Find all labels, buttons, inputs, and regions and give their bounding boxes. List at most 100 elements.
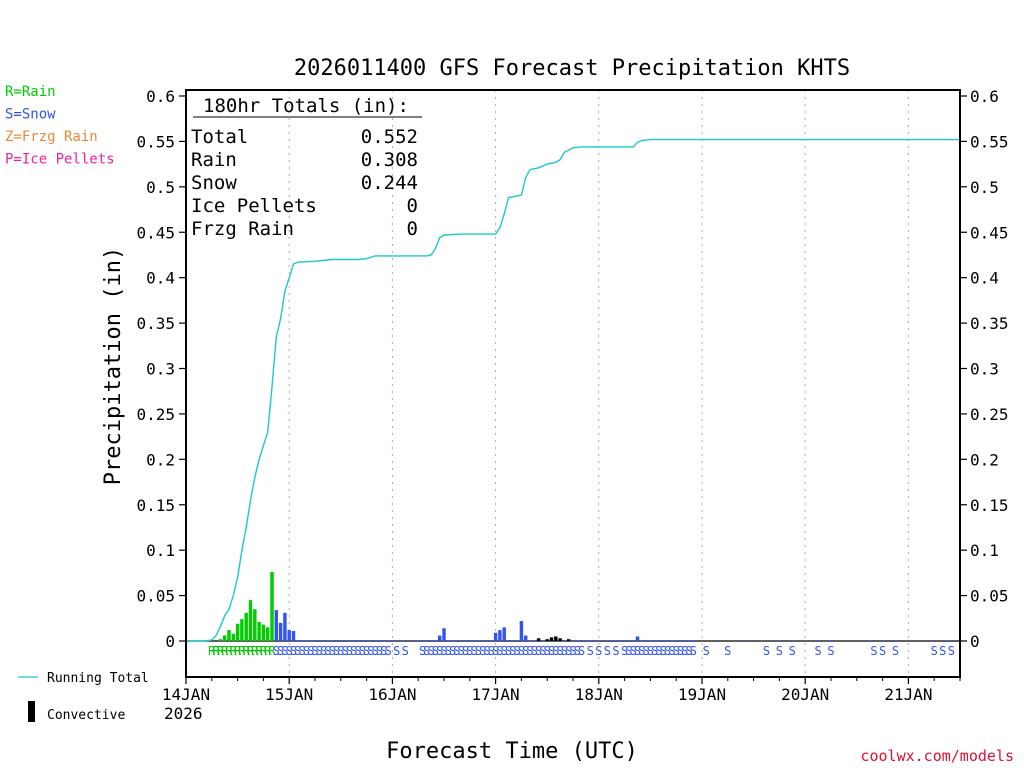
snow-type-marker: S — [681, 644, 688, 658]
precip-bar-rain — [244, 612, 248, 641]
precip-bar-rain — [253, 609, 257, 641]
totals-row-value: 0 — [407, 218, 418, 240]
snow-type-marker: S — [496, 644, 503, 658]
precip-bar-snow — [459, 640, 463, 641]
precip-bar-snow — [511, 640, 515, 641]
x-tick-label: 15JAN — [265, 685, 313, 704]
precip-bar-snow — [506, 640, 511, 641]
rain-type-marker: R — [230, 644, 238, 658]
snow-type-marker: S — [552, 644, 559, 658]
running-total-line — [186, 138, 960, 642]
snow-type-marker: S — [703, 644, 710, 658]
year-label: 2026 — [164, 704, 203, 723]
y-tick-label-right: 0.3 — [970, 360, 999, 379]
snow-type-marker: S — [948, 644, 955, 658]
precip-bar-rain — [248, 600, 253, 641]
precip-bar-snow — [618, 640, 623, 641]
precip-bar-snow — [678, 640, 683, 641]
x-tick-label: 18JAN — [575, 685, 623, 704]
credit-text: coolwx.com/models — [860, 747, 1014, 765]
y-tick-label-right: 0.05 — [970, 587, 1009, 606]
series-legend: Running Total Convective — [18, 671, 149, 723]
precip-bar-snow — [597, 640, 601, 641]
precip-bar-snow — [343, 640, 347, 641]
precip-bar-convective — [558, 638, 562, 641]
precip-bar-snow — [287, 630, 291, 641]
snow-type-marker: S — [763, 644, 770, 658]
snow-type-marker: S — [432, 644, 439, 658]
totals-row-value: 0 — [407, 195, 418, 217]
chart-title: 2026011400 GFS Forecast Precipitation KH… — [294, 56, 850, 81]
rain-type-marker: R — [217, 644, 225, 658]
y-tick-label-left: 0.15 — [136, 496, 175, 515]
snow-type-marker: S — [724, 644, 731, 658]
snow-type-marker: S — [423, 644, 430, 658]
y-tick-label-left: 0.55 — [136, 132, 175, 151]
precip-bar-snow — [932, 640, 936, 641]
snow-type-marker: S — [539, 644, 546, 658]
running-total-layer — [186, 138, 960, 642]
snow-type-marker: S — [879, 644, 886, 658]
snow-type-marker: S — [673, 644, 680, 658]
totals-row-label: Total — [191, 126, 248, 148]
precip-bar-snow — [429, 640, 433, 641]
precip-bar-convective — [554, 636, 558, 641]
precip-bar-rain — [270, 571, 274, 641]
x-tick-label: 16JAN — [368, 685, 416, 704]
precip-bar-snow — [562, 640, 567, 641]
snow-type-marker: S — [535, 644, 542, 658]
totals-row-label: Snow — [191, 172, 237, 194]
precip-bar-snow — [571, 640, 575, 641]
snow-type-marker: S — [531, 644, 538, 658]
snow-type-marker: S — [350, 644, 357, 658]
precip-bar-snow — [777, 640, 782, 641]
x-tick-label: 17JAN — [472, 685, 520, 704]
precip-bar-snow — [652, 640, 657, 641]
precip-bar-snow — [373, 640, 377, 641]
precip-bar-snow — [369, 640, 373, 641]
precip-bar-snow — [515, 640, 519, 641]
snow-type-marker: S — [303, 644, 310, 658]
snow-type-marker: S — [509, 644, 516, 658]
snow-type-marker: S — [690, 644, 697, 658]
y-tick-label-right: 0.55 — [970, 132, 1009, 151]
precip-bar-rain — [222, 635, 227, 641]
y-tick-label-left: 0.45 — [136, 223, 175, 242]
precip-bar-snow — [584, 640, 588, 641]
snow-type-marker: S — [578, 644, 585, 658]
totals-row-label: Rain — [191, 149, 237, 171]
snow-type-marker: S — [354, 644, 361, 658]
snow-type-marker: S — [419, 644, 426, 658]
snow-type-marker: S — [655, 644, 662, 658]
precip-bar-snow — [523, 635, 528, 641]
precip-bar-snow — [493, 632, 498, 641]
precip-bar-snow — [442, 628, 446, 641]
precip-bar-snow — [502, 627, 506, 641]
snow-type-marker: S — [685, 644, 692, 658]
snow-type-marker: S — [449, 644, 456, 658]
precip-bar-snow — [291, 631, 296, 641]
snow-type-marker: S — [776, 644, 783, 658]
rain-type-marker: R — [247, 644, 255, 658]
snow-type-marker: S — [341, 644, 348, 658]
snow-type-marker: S — [526, 644, 533, 658]
precip-bar-snow — [446, 640, 451, 641]
precip-bar-snow — [364, 640, 369, 641]
snow-type-marker: S — [513, 644, 520, 658]
snow-type-marker: S — [475, 644, 482, 658]
precip-bar-snow — [300, 640, 304, 641]
snow-type-marker: S — [384, 644, 391, 658]
x-axis-ticks: 14JAN 15JAN 16JAN 17JAN 18JAN 19JAN 20JAN 21JAN — [162, 677, 961, 704]
snow-type-marker: S — [363, 644, 370, 658]
snow-type-marker: S — [333, 644, 340, 658]
precip-bar-snow — [743, 640, 747, 641]
precip-bar-snow — [631, 640, 635, 641]
precip-bar-snow — [326, 640, 330, 641]
rain-type-marker: R — [251, 644, 259, 658]
snow-type-marker: S — [556, 644, 563, 658]
precip-bar-rain — [231, 633, 236, 641]
snow-type-marker: S — [814, 644, 821, 658]
precip-bar-snow — [683, 640, 687, 641]
precip-bar-snow — [532, 640, 537, 641]
